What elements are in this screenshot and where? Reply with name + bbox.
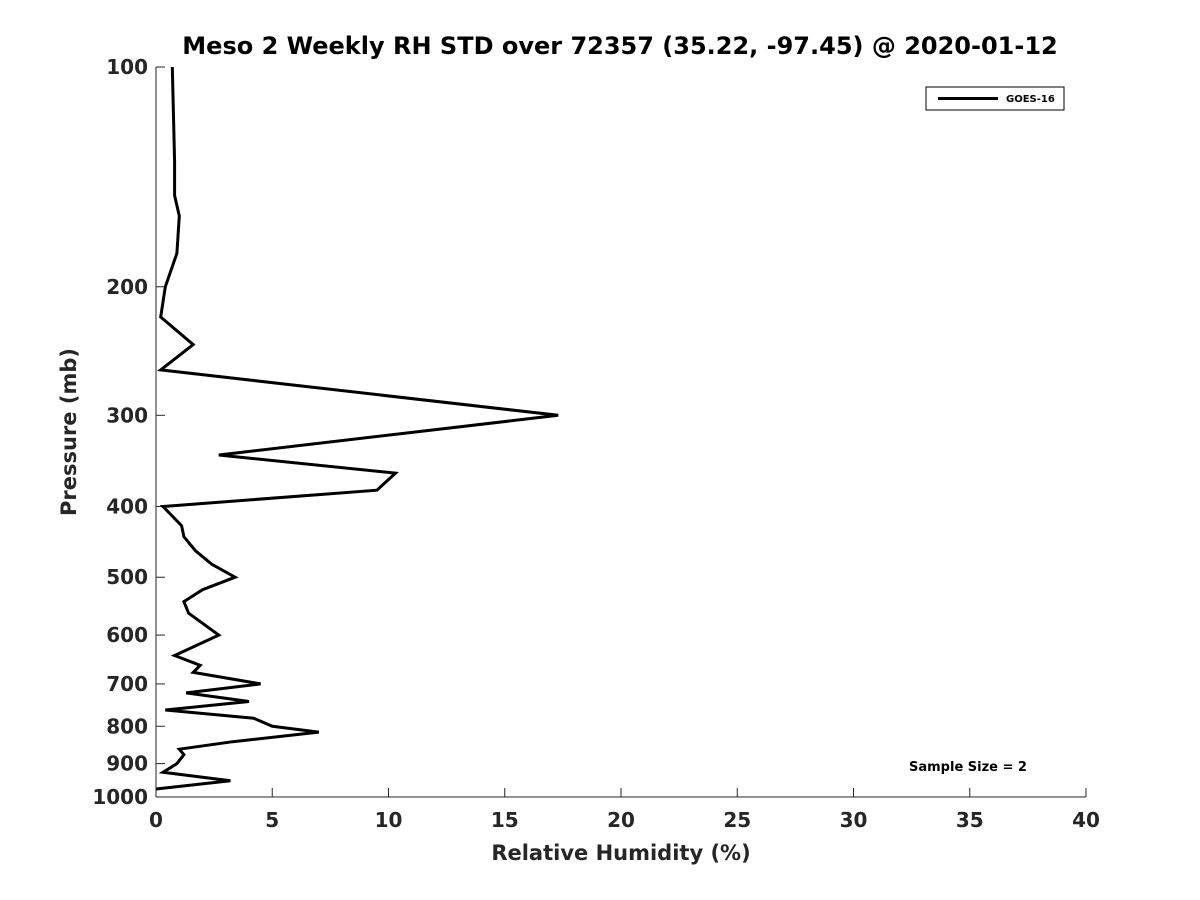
y-tick-label: 800	[106, 714, 148, 738]
y-tick-label: 700	[106, 672, 148, 696]
y-tick-label: 400	[106, 495, 148, 519]
x-tick-label: 0	[149, 808, 163, 832]
y-tick-label: 500	[106, 565, 148, 589]
sample-size-annotation: Sample Size = 2	[909, 760, 1027, 775]
x-tick-label: 40	[1072, 808, 1100, 832]
x-tick-label: 20	[607, 808, 635, 832]
y-tick-label: 200	[106, 275, 148, 299]
x-tick-label: 10	[375, 808, 403, 832]
x-tick-label: 35	[956, 808, 984, 832]
x-tick-label: 15	[491, 808, 519, 832]
y-tick-label: 300	[106, 403, 148, 427]
legend: GOES-16	[925, 86, 1065, 111]
y-tick-label: 900	[106, 752, 148, 776]
series-line-goes-16	[155, 66, 559, 791]
plot-area-frame	[156, 67, 1086, 797]
y-tick-label: 100	[106, 55, 148, 79]
x-tick-label: 25	[723, 808, 751, 832]
y-tick-label: 600	[106, 623, 148, 647]
x-tick-label: 5	[265, 808, 279, 832]
y-axis-title: Pressure (mb)	[57, 348, 81, 516]
y-axis: 100 200 300 400 500 600 700 800 900 1000	[92, 55, 165, 809]
x-tick-label: 30	[840, 808, 868, 832]
chart-title: Meso 2 Weekly RH STD over 72357 (35.22, …	[182, 32, 1057, 60]
x-axis: 0 5 10 15 20 25 30 35 40	[149, 788, 1100, 832]
legend-label: GOES-16	[1006, 94, 1055, 105]
y-tick-label: 1000	[92, 785, 148, 809]
x-axis-title: Relative Humidity (%)	[491, 841, 750, 865]
